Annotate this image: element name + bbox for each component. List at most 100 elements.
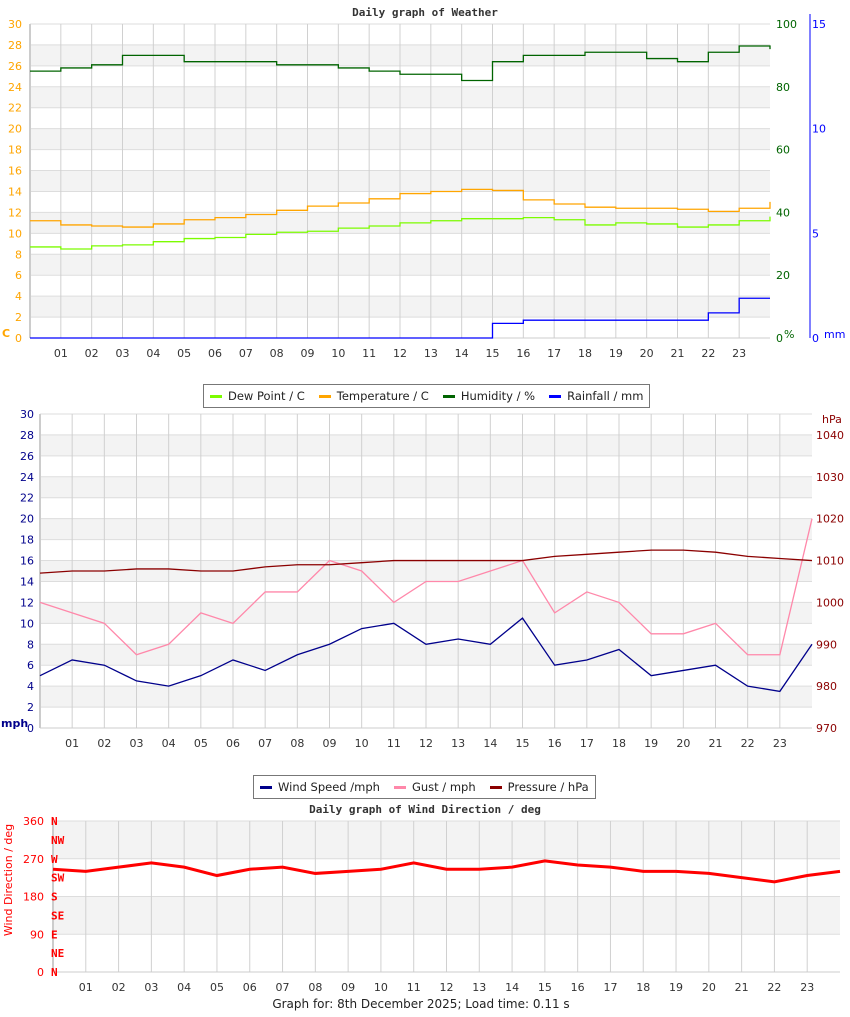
- y-left-tick-label: 90: [30, 928, 44, 941]
- compass-label: N: [51, 966, 58, 979]
- y-right-tick-label: 1000: [816, 596, 844, 609]
- x-tick-label: 14: [505, 981, 519, 994]
- x-tick-label: 19: [609, 347, 623, 360]
- x-tick-label: 03: [130, 737, 144, 750]
- y-right-axis-label: hPa: [822, 413, 842, 426]
- series-humidity: [30, 45, 771, 82]
- compass-label: N: [51, 815, 58, 828]
- y-left-tick-label: 14: [8, 185, 22, 198]
- y-left-tick-label: 22: [20, 492, 34, 505]
- y-right-tick-label: 100: [776, 18, 797, 31]
- x-tick-label: 22: [741, 737, 755, 750]
- x-tick-label: 01: [79, 981, 93, 994]
- y-left-tick-label: 16: [20, 555, 34, 568]
- x-tick-label: 01: [54, 347, 68, 360]
- x-tick-label: 16: [516, 347, 530, 360]
- y-right2-tick-label: 15: [812, 18, 826, 31]
- y-left-tick-label: 20: [8, 123, 22, 136]
- y-left-tick-label: 22: [8, 102, 22, 115]
- x-tick-label: 11: [387, 737, 401, 750]
- x-tick-label: 08: [290, 737, 304, 750]
- y-left-tick-label: 0: [37, 966, 44, 979]
- x-tick-label: 12: [393, 347, 407, 360]
- y-left-tick-label: 26: [8, 60, 22, 73]
- y-right-axis-label: %: [784, 328, 794, 341]
- y-left-tick-label: 28: [20, 429, 34, 442]
- x-tick-label: 11: [362, 347, 376, 360]
- x-tick-label: 21: [709, 737, 723, 750]
- y-left-tick-label: 4: [27, 680, 34, 693]
- compass-label: S: [51, 891, 58, 904]
- y-right-tick-label: 1030: [816, 471, 844, 484]
- y-left-tick-label: 10: [20, 617, 34, 630]
- y-left-tick-label: 8: [15, 248, 22, 261]
- y-right2-tick-label: 10: [812, 123, 826, 136]
- x-tick-label: 18: [612, 737, 626, 750]
- series-rainfall: [30, 297, 770, 339]
- x-tick-label: 21: [671, 347, 685, 360]
- y-left-tick-label: 4: [15, 290, 22, 303]
- series-pressure: [39, 549, 813, 574]
- x-tick-label: 17: [580, 737, 594, 750]
- series-wind: [39, 617, 813, 693]
- compass-label: W: [51, 853, 58, 866]
- y-right-tick-label: 1020: [816, 513, 844, 526]
- x-tick-label: 09: [323, 737, 337, 750]
- y-right-tick-label: 0: [776, 332, 783, 345]
- y-right-tick-label: 970: [816, 722, 837, 735]
- x-tick-label: 04: [177, 981, 191, 994]
- y-left-tick-label: 270: [23, 853, 44, 866]
- y-right-tick-label: 80: [776, 81, 790, 94]
- x-tick-label: 12: [419, 737, 433, 750]
- y-left-tick-label: 2: [15, 311, 22, 324]
- chart-title: Daily graph of Wind Direction / deg: [309, 803, 541, 816]
- x-tick-label: 03: [144, 981, 158, 994]
- x-tick-label: 13: [424, 347, 438, 360]
- x-tick-label: 06: [208, 347, 222, 360]
- compass-label: SW: [51, 872, 65, 885]
- x-tick-label: 15: [486, 347, 500, 360]
- x-tick-label: 08: [270, 347, 284, 360]
- y-left-tick-label: 24: [8, 81, 22, 94]
- legend-wind: Wind Speed /mph Gust / mph Pressure / hP…: [253, 775, 596, 799]
- x-tick-label: 10: [374, 981, 388, 994]
- y-right2-tick-label: 0: [812, 332, 819, 345]
- y-left-tick-label: 360: [23, 815, 44, 828]
- x-tick-label: 23: [800, 981, 814, 994]
- x-tick-label: 04: [146, 347, 160, 360]
- x-tick-label: 19: [644, 737, 658, 750]
- y-right-tick-label: 20: [776, 269, 790, 282]
- x-tick-label: 16: [548, 737, 562, 750]
- x-tick-label: 23: [732, 347, 746, 360]
- y-right2-axis-label: mm: [824, 328, 845, 341]
- compass-label: SE: [51, 909, 64, 922]
- y-left-axis-label: mph: [1, 717, 28, 730]
- x-tick-label: 05: [194, 737, 208, 750]
- x-tick-label: 22: [767, 981, 781, 994]
- x-tick-label: 10: [331, 347, 345, 360]
- x-tick-label: 18: [578, 347, 592, 360]
- y-left-tick-label: 6: [15, 269, 22, 282]
- x-tick-label: 14: [483, 737, 497, 750]
- legend-item: Dew Point / C: [210, 389, 305, 403]
- y-left-tick-label: 26: [20, 450, 34, 463]
- legend-item: Rainfall / mm: [549, 389, 643, 403]
- y-left-tick-label: 12: [20, 596, 34, 609]
- y-left-tick-label: 14: [20, 575, 34, 588]
- x-tick-label: 23: [773, 737, 787, 750]
- x-tick-label: 08: [308, 981, 322, 994]
- legend-weather: Dew Point / C Temperature / C Humidity /…: [203, 384, 651, 408]
- x-tick-label: 14: [455, 347, 469, 360]
- series-wind-direction: [52, 859, 841, 884]
- x-tick-label: 02: [112, 981, 126, 994]
- x-tick-label: 19: [669, 981, 683, 994]
- y-right-tick-label: 1010: [816, 555, 844, 568]
- x-tick-label: 01: [65, 737, 79, 750]
- x-tick-label: 07: [276, 981, 290, 994]
- x-tick-label: 02: [97, 737, 111, 750]
- x-tick-label: 02: [85, 347, 99, 360]
- x-tick-label: 12: [440, 981, 454, 994]
- y-left-tick-label: 0: [15, 332, 22, 345]
- y-left-tick-label: 0: [27, 722, 34, 735]
